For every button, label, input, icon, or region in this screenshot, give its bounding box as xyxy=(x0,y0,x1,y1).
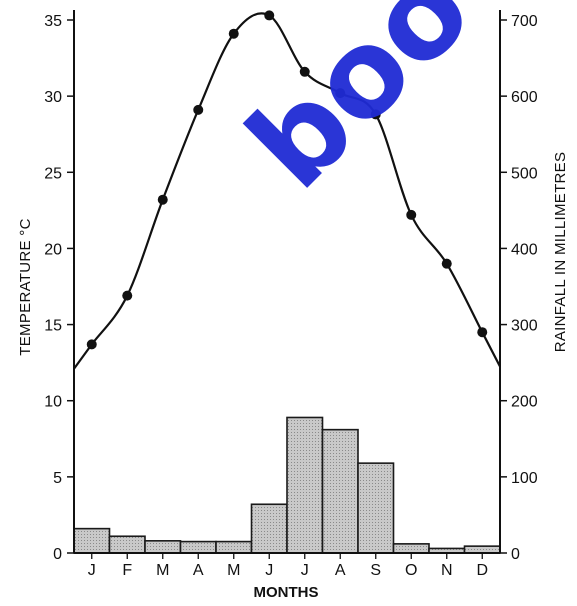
temperature-point-3 xyxy=(193,104,204,115)
x-tick-label: F xyxy=(122,562,132,579)
y-left-tick-label: 30 xyxy=(44,89,62,106)
y-left-tick-label: 25 xyxy=(44,165,62,182)
y-right-tick-label: 700 xyxy=(511,13,538,30)
y-right-tick-label: 0 xyxy=(511,546,520,563)
temperature-point-9 xyxy=(406,209,417,220)
y-right-tick-label: 600 xyxy=(511,89,538,106)
y-left-tick-label: 35 xyxy=(44,13,62,30)
y-right-tick-label: 500 xyxy=(511,165,538,182)
temperature-point-8 xyxy=(370,109,381,120)
x-tick-label: M xyxy=(156,562,169,579)
rainfall-bar-d-11 xyxy=(463,545,501,554)
y-left-tick-label: 5 xyxy=(53,470,62,487)
x-tick-label: M xyxy=(227,562,240,579)
rainfall-bars xyxy=(73,416,501,554)
tick-labels: 0 5 10 15 20 25 30 35 0 100 200 300 400 500 600 700 J F M A… xyxy=(44,13,538,579)
temperature-point-2 xyxy=(157,194,168,205)
y-left-tick-label: 15 xyxy=(44,318,62,335)
rainfall-bar-a-3 xyxy=(179,540,217,554)
x-tick-label: D xyxy=(476,562,488,579)
rainfall-bar-o-9 xyxy=(392,543,430,554)
y-right-tick-label: 400 xyxy=(511,241,538,258)
temperature-series xyxy=(73,10,501,370)
rainfall-bar-j-6 xyxy=(286,416,324,554)
rainfall-bar-m-4 xyxy=(215,540,253,554)
temperature-point-6 xyxy=(299,66,310,77)
x-tick-label: J xyxy=(301,562,309,579)
temperature-point-4 xyxy=(228,28,239,39)
y-left-axis-title: TEMPERATURE °C xyxy=(17,218,34,355)
rainfall-bar-j-5 xyxy=(250,503,288,554)
y-right-axis-title: RAINFALL IN MILLIMETRES xyxy=(552,152,569,353)
x-tick-label: A xyxy=(193,562,204,579)
rainfall-bar-a-7 xyxy=(321,428,359,554)
temperature-line xyxy=(73,12,501,370)
temperature-point-10 xyxy=(441,258,452,269)
rainfall-bar-f-1 xyxy=(108,535,146,554)
rainfall-bar-j-0 xyxy=(73,527,111,554)
y-right-tick-label: 200 xyxy=(511,394,538,411)
y-right-tick-label: 300 xyxy=(511,318,538,335)
axes xyxy=(67,10,507,559)
x-axis-title: MONTHS xyxy=(254,584,319,601)
temperature-point-11 xyxy=(477,327,488,338)
x-tick-label: A xyxy=(335,562,346,579)
y-left-tick-label: 20 xyxy=(44,241,62,258)
y-right-tick-label: 100 xyxy=(511,470,538,487)
temperature-point-7 xyxy=(335,88,346,99)
temperature-point-1 xyxy=(122,290,133,301)
x-tick-label: J xyxy=(88,562,96,579)
rainfall-bar-s-8 xyxy=(357,462,395,554)
x-tick-label: N xyxy=(441,562,453,579)
temperature-point-0 xyxy=(86,339,97,350)
rainfall-bar-m-2 xyxy=(144,540,182,554)
watermark-text: boo xyxy=(222,0,498,216)
x-tick-label: S xyxy=(370,562,381,579)
temperature-point-5 xyxy=(264,10,275,21)
x-tick-label: J xyxy=(265,562,273,579)
y-left-tick-label: 10 xyxy=(44,394,62,411)
x-tick-label: O xyxy=(405,562,417,579)
y-left-tick-label: 0 xyxy=(53,546,62,563)
